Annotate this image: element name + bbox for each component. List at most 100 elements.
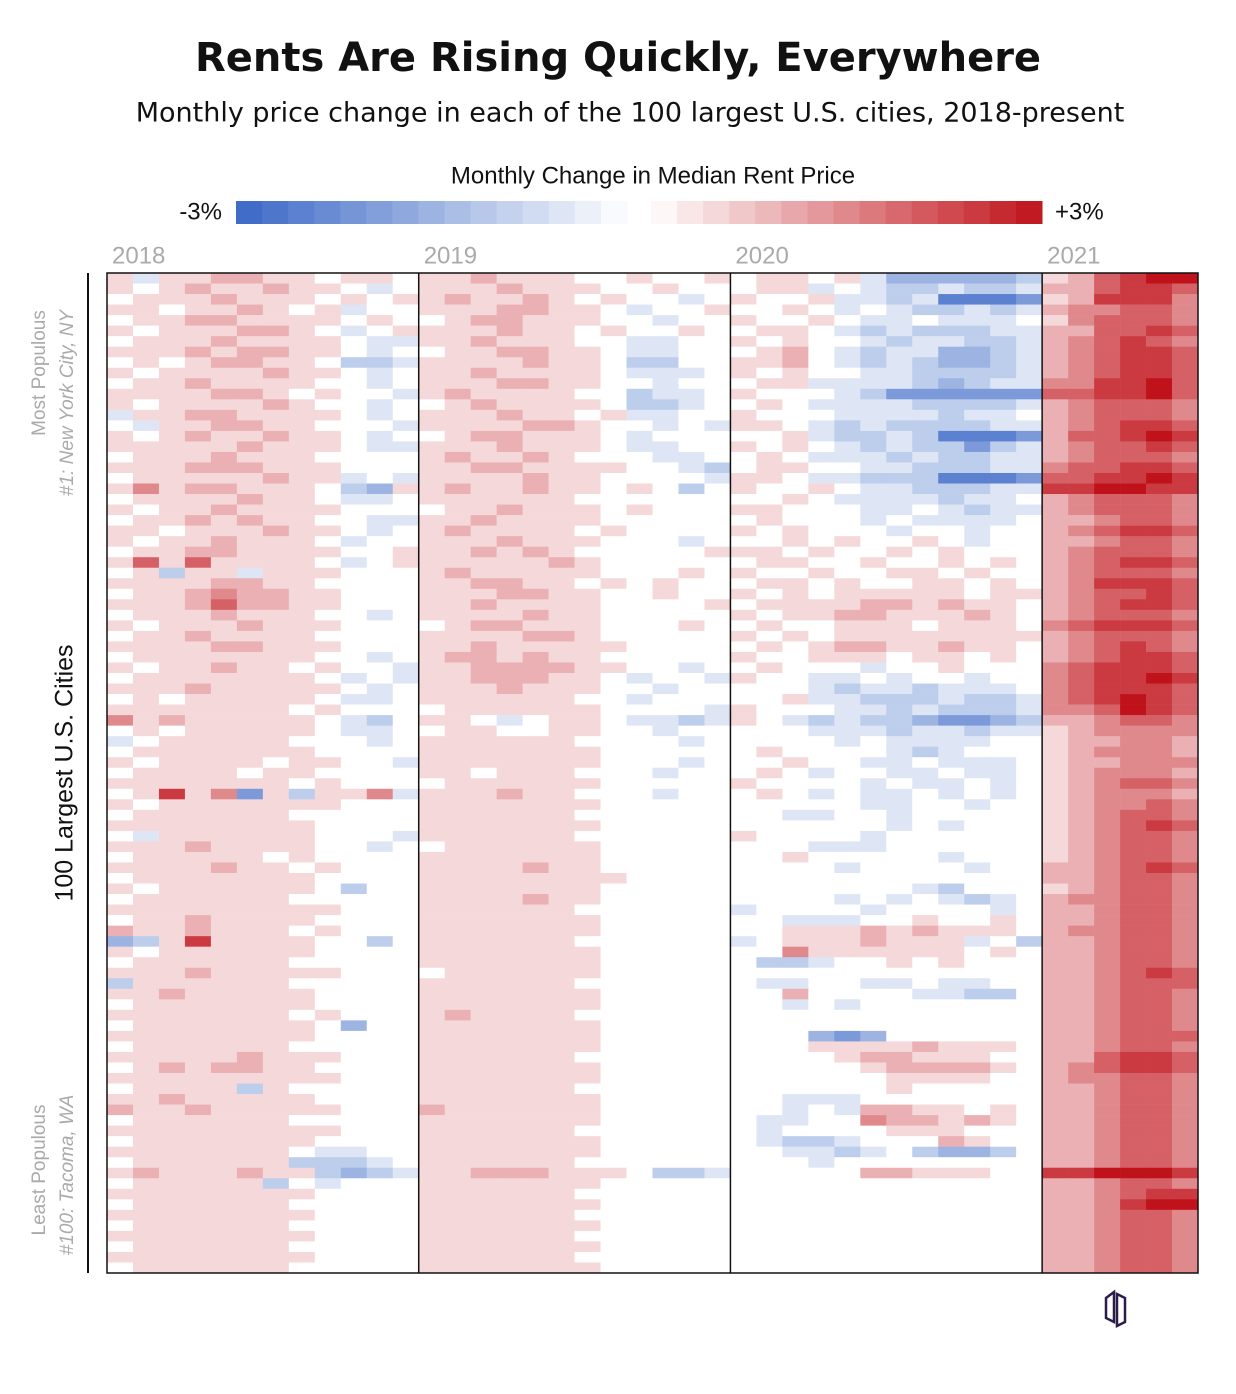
heat-cell [886, 673, 913, 684]
heat-cell [392, 1125, 420, 1137]
heat-cell [1068, 1125, 1095, 1137]
heat-cell [548, 294, 575, 305]
heat-cell [184, 283, 212, 295]
heat-cell [574, 609, 601, 621]
heat-cell [210, 1199, 238, 1211]
heat-cell [600, 1051, 627, 1063]
heat-cell [314, 820, 342, 832]
heat-cell [470, 841, 497, 853]
heat-cell [548, 420, 575, 432]
heat-cell [730, 1136, 757, 1147]
heat-cell [548, 1062, 575, 1074]
heat-cell [1094, 420, 1121, 432]
heat-cell [678, 578, 705, 590]
heat-cell [1146, 420, 1173, 432]
heat-cell [1120, 830, 1147, 842]
heat-cell [782, 757, 809, 769]
heat-cell [652, 315, 679, 326]
heat-cell [522, 830, 549, 842]
heat-cell [1042, 357, 1069, 369]
heat-cell [574, 451, 601, 463]
heat-cell [860, 536, 887, 547]
heat-cell [236, 304, 264, 316]
heat-cell [366, 1146, 394, 1158]
heat-cell [236, 936, 264, 947]
heat-cell [418, 715, 445, 726]
heat-cell [444, 820, 471, 832]
heat-cell [444, 704, 471, 716]
heat-cell [730, 862, 757, 874]
heat-cell [704, 820, 731, 832]
heat-cell [236, 567, 264, 579]
heat-cell [1042, 809, 1069, 821]
heat-cell [678, 715, 705, 726]
heat-cell [652, 462, 679, 474]
heat-cell [1094, 778, 1121, 790]
heat-cell [132, 557, 160, 569]
heat-cell [1146, 1062, 1173, 1074]
heat-cell [730, 1209, 757, 1221]
heat-cell [236, 1104, 264, 1116]
heat-cell [1146, 399, 1173, 411]
heat-cell [236, 957, 264, 969]
heat-cell [756, 746, 783, 758]
heat-cell [886, 273, 913, 284]
heat-cell [288, 841, 316, 853]
heat-cell [522, 1041, 549, 1053]
heat-cell [470, 1178, 497, 1190]
heat-cell [236, 736, 264, 747]
heat-cell [392, 557, 420, 569]
heat-cell [860, 304, 887, 316]
heat-cell [652, 273, 679, 284]
heat-cell [964, 651, 991, 663]
heat-cell [548, 504, 575, 516]
heat-cell [808, 546, 835, 558]
heat-cell [600, 841, 627, 853]
heat-cell [704, 609, 731, 621]
heat-cell [860, 662, 887, 674]
heat-cell [834, 704, 861, 716]
heat-cell [314, 1167, 342, 1179]
heat-cell [262, 451, 290, 463]
heat-cell [834, 620, 861, 632]
heat-cell [262, 620, 290, 632]
heat-cell [1120, 273, 1147, 284]
heat-cell [184, 967, 212, 979]
heat-cell [886, 873, 913, 884]
heat-cell [1120, 767, 1147, 779]
heat-cell [756, 1020, 783, 1032]
heat-cell [1068, 978, 1095, 990]
heat-cell [418, 841, 445, 853]
heat-cell [574, 567, 601, 579]
heat-cell [210, 315, 238, 326]
heat-cell [210, 841, 238, 853]
heat-cell [132, 515, 160, 526]
heat-cell [470, 683, 497, 695]
heat-cell [626, 851, 653, 863]
heat-cell [470, 357, 497, 369]
heat-cell [964, 1188, 991, 1200]
heat-cell [652, 1178, 679, 1190]
heat-cell [782, 767, 809, 779]
heat-cell [1172, 651, 1199, 663]
heat-cell [1042, 746, 1069, 758]
heat-cell [574, 1251, 601, 1263]
heat-cell [808, 767, 835, 779]
heat-cell [730, 283, 757, 295]
heat-cell [600, 1094, 627, 1105]
heat-cell [288, 525, 316, 537]
heat-cell [652, 1251, 679, 1263]
heat-cell [808, 915, 835, 926]
heat-cell [418, 1178, 445, 1190]
heat-cell [808, 820, 835, 832]
heat-cell [236, 1178, 264, 1190]
heat-cell [548, 841, 575, 853]
heat-cell [730, 851, 757, 863]
heat-cell [808, 736, 835, 747]
heat-cell [470, 630, 497, 642]
heat-cell [496, 999, 523, 1011]
heat-cell [107, 283, 134, 295]
heat-cell [1094, 1262, 1121, 1274]
heat-cell [652, 620, 679, 632]
heat-cell [808, 367, 835, 379]
